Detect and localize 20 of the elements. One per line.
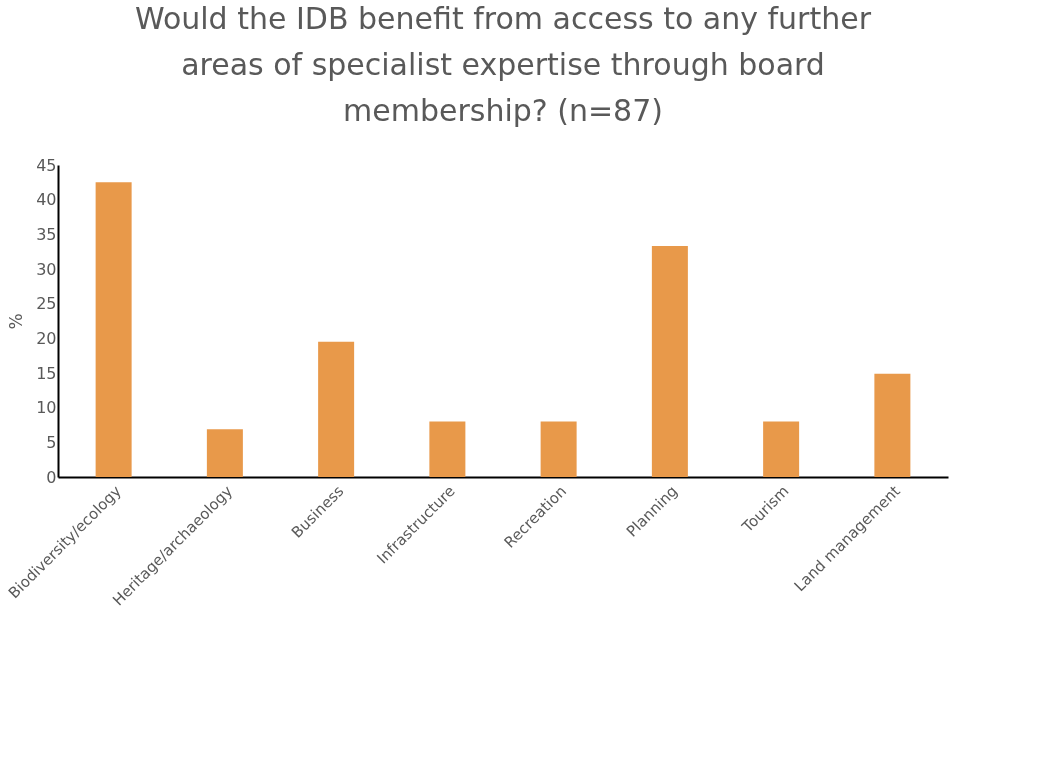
y-tick-label: 10 (36, 398, 57, 418)
y-tick-label: 15 (36, 363, 57, 383)
y-axis-title: % (6, 313, 27, 330)
y-tick-label: 0 (46, 467, 57, 487)
bar (429, 421, 466, 477)
chart-title: Would the IDB benefit from access to any further areas of specialist expertise through board membership? (n=87) (135, 1, 872, 128)
y-tick-label: 40 (36, 190, 57, 210)
y-tick-label: 45 (36, 155, 57, 175)
bar (874, 373, 911, 477)
bar (206, 429, 243, 477)
y-tick-label: 25 (36, 294, 57, 314)
bar (540, 421, 577, 477)
bar (95, 182, 132, 477)
bar (651, 246, 688, 477)
y-tick-label: 30 (36, 259, 57, 279)
bar (318, 341, 355, 477)
y-tick-label: 35 (36, 224, 57, 244)
y-tick-label: 5 (46, 432, 57, 452)
bar (763, 421, 800, 477)
y-tick-label: 20 (36, 328, 57, 348)
